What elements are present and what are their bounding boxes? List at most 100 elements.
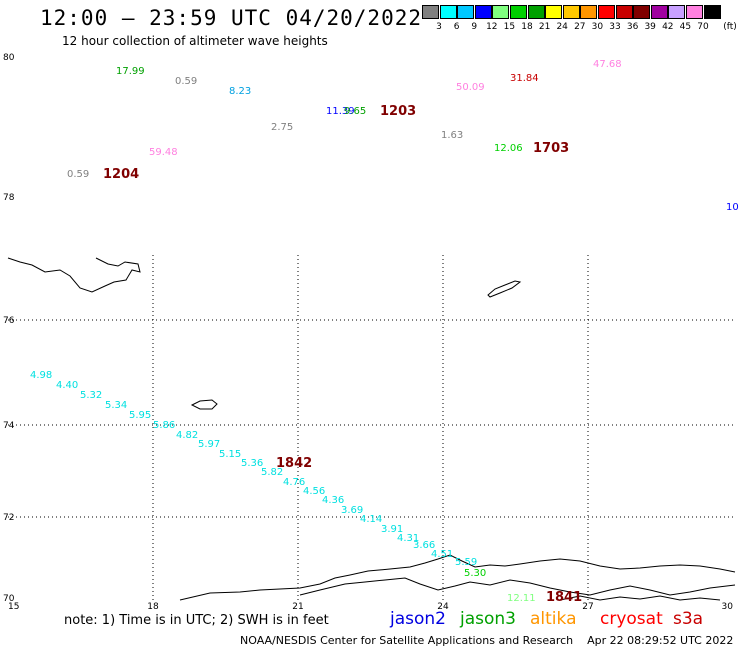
legend-tick: 12 xyxy=(486,22,498,32)
swh-value: 12.11 xyxy=(507,593,536,604)
swh-value: 4.31 xyxy=(397,533,419,544)
legend-unit: (ft) xyxy=(723,22,737,32)
legend-tick: 45 xyxy=(679,22,692,32)
swh-value: 4.76 xyxy=(283,477,305,488)
lat-tick-label: 74 xyxy=(3,421,15,431)
map-subtitle: 12 hour collection of altimeter wave hei… xyxy=(62,34,328,48)
lat-tick-label: 72 xyxy=(3,513,14,523)
swh-value: 8.23 xyxy=(229,86,251,97)
legend-tick: 36 xyxy=(626,22,639,32)
swh-value: 10 xyxy=(726,202,739,213)
mission-jason3: jason3 xyxy=(460,609,516,629)
swh-value: 2.75 xyxy=(271,122,293,133)
lat-tick-label: 80 xyxy=(3,53,15,63)
legend-swatch xyxy=(510,5,527,19)
bear-island xyxy=(190,399,218,410)
kola-coast xyxy=(559,595,721,601)
lon-tick-label: 27 xyxy=(582,602,593,612)
legend-tick: 33 xyxy=(609,22,621,32)
legend-swatch xyxy=(439,5,457,19)
pass-time: 1703 xyxy=(533,141,569,156)
legend-swatch xyxy=(598,5,615,19)
mission-cryosat: cryosat xyxy=(600,609,663,629)
pass-time: 1204 xyxy=(103,167,139,182)
axis-labels: 15 18 21 24 27 30 80 78 76 74 72 70 xyxy=(3,53,733,612)
legend-tick: 24 xyxy=(556,22,568,32)
legend-swatch xyxy=(633,5,651,19)
swh-value: 4.98 xyxy=(30,370,52,381)
lat-tick-label: 76 xyxy=(3,316,15,326)
swh-value: 0.59 xyxy=(67,169,89,180)
swh-value: 4.56 xyxy=(303,486,325,497)
coastline xyxy=(7,257,736,601)
pass-time: 1841 xyxy=(546,590,582,605)
pass-time: 1203 xyxy=(380,104,416,119)
swh-value: 3.69 xyxy=(341,505,363,516)
legend-tick: 39 xyxy=(644,22,656,32)
lat-tick-label: 70 xyxy=(3,594,15,604)
legend-swatch xyxy=(703,5,721,19)
norway-fjords xyxy=(299,577,736,596)
swh-value: 50.09 xyxy=(456,82,485,93)
swh-labels: 17.99 0.59 8.23 11.399.65 2.75 1.63 59.48 0.59 5… xyxy=(30,59,739,605)
timestamp: Apr 22 08:29:52 UTC 2022 xyxy=(587,634,734,647)
swh-value: 5.32 xyxy=(80,390,102,401)
swh-value: 0.59 xyxy=(175,76,197,87)
swh-value: 4.82 xyxy=(176,430,198,441)
swh-value: 5.30 xyxy=(464,568,486,579)
swh-value: 3.91 xyxy=(381,524,403,535)
swh-value: 4.36 xyxy=(322,495,344,506)
legend-swatch xyxy=(474,5,492,19)
legend-swatch xyxy=(650,5,668,19)
legend-swatch xyxy=(686,5,703,19)
pass-time: 1842 xyxy=(276,456,312,471)
swh-value: 5.82 xyxy=(261,467,283,478)
legend-tick: 42 xyxy=(662,22,674,32)
mission-jason2: jason2 xyxy=(390,609,446,629)
legend-swatch xyxy=(668,5,686,19)
island-north xyxy=(487,280,522,298)
swh-value: 3.66 xyxy=(413,540,435,551)
legend-swatch xyxy=(492,5,510,19)
swh-value: 1.63 xyxy=(441,130,463,141)
norway-coast xyxy=(179,554,736,601)
legend-tick: 21 xyxy=(538,22,551,32)
swh-value: 59.48 xyxy=(149,147,178,158)
footnote: note: 1) Time is in UTC; 2) SWH is in fe… xyxy=(64,613,329,628)
legend-tick: 9 xyxy=(471,22,478,32)
swh-value: 5.95 xyxy=(129,410,151,421)
credit-line: NOAA/NESDIS Center for Satellite Applica… xyxy=(240,634,733,647)
map-title: 12:00 — 23:59 UTC 04/20/2022 xyxy=(40,6,423,30)
swh-value: 5.34 xyxy=(105,400,127,411)
legend-swatch xyxy=(545,5,563,19)
lon-tick-label: 18 xyxy=(147,602,159,612)
swh-value: 11.39 xyxy=(326,106,355,117)
legend-tick: 70 xyxy=(697,22,709,32)
swh-value: 5.97 xyxy=(198,439,220,450)
legend-tick: 15 xyxy=(503,22,516,32)
swh-value: 5.86 xyxy=(153,420,175,431)
mission-altika: altika xyxy=(530,609,577,629)
swh-value: 17.99 xyxy=(116,66,145,77)
legend-swatch xyxy=(562,5,580,19)
lon-tick-label: 15 xyxy=(8,602,19,612)
mission-s3a: s3a xyxy=(673,609,704,629)
legend-tick: 30 xyxy=(591,22,604,32)
legend-tick: 18 xyxy=(521,22,533,32)
legend-tick: 6 xyxy=(453,22,460,32)
swh-value: 4.40 xyxy=(56,380,78,391)
legend-swatch xyxy=(422,5,439,19)
legend-swatch xyxy=(615,5,633,19)
swh-value: 5.59 xyxy=(455,557,477,568)
swh-value: 47.68 xyxy=(593,59,622,70)
legend-tick: 27 xyxy=(574,22,586,32)
legend-swatch xyxy=(527,5,545,19)
swh-value: 31.84 xyxy=(510,73,539,84)
svalbard-coast xyxy=(7,257,141,293)
lon-tick-label: 24 xyxy=(437,602,449,612)
swh-value: 4.51 xyxy=(431,549,453,560)
legend-tick: 3 xyxy=(436,22,442,32)
lat-tick-label: 78 xyxy=(3,193,15,203)
lat-lon-grid xyxy=(8,255,735,600)
